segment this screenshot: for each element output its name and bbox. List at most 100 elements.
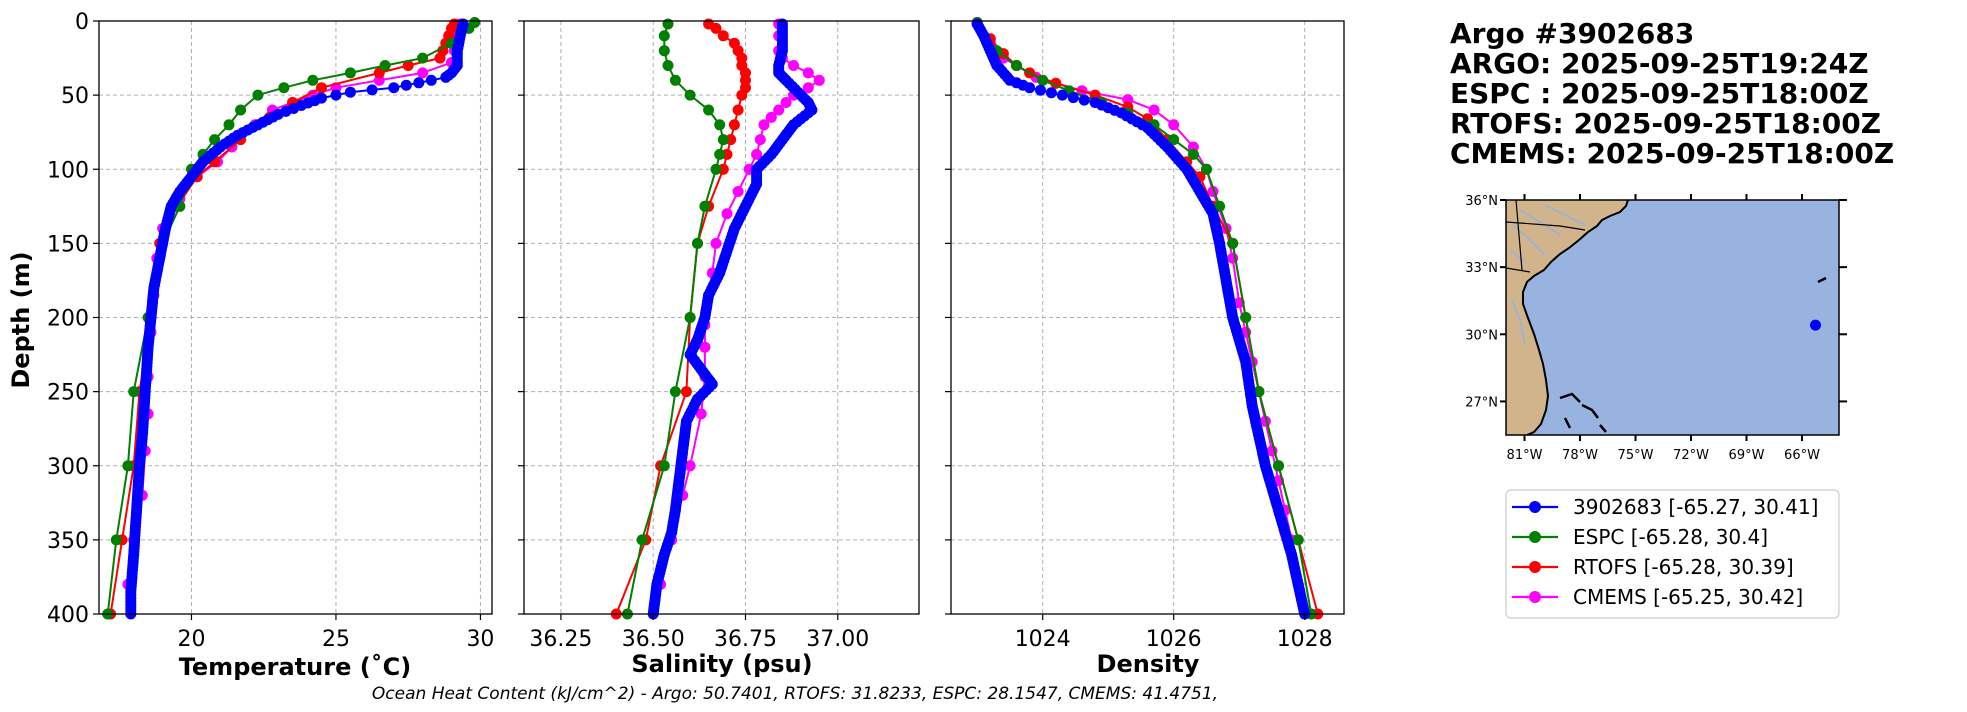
data-point-cmems — [1168, 119, 1180, 131]
data-point-espc — [1168, 134, 1180, 146]
y-tick-label: 200 — [47, 307, 89, 332]
map-islands — [1559, 276, 1827, 433]
data-point-argo — [1045, 87, 1057, 99]
x-tick-label: 1024 — [1015, 627, 1071, 652]
ocean-heat-content-footer: Ocean Heat Content (kJ/cm^2) - Argo: 50.… — [372, 684, 1218, 704]
data-point-rtofs — [402, 60, 414, 71]
data-point-cmems — [684, 460, 696, 472]
density-panel: 1024 1026 1028 — [945, 17, 1345, 652]
map-lat-label: 33°N — [1465, 261, 1498, 276]
data-point-argo — [388, 82, 400, 94]
map-lon-label: 81°W — [1507, 448, 1543, 463]
data-point-espc — [710, 163, 722, 175]
map-lon-label: 66°W — [1784, 448, 1820, 463]
data-point-espc — [278, 82, 290, 94]
salinity-axis-label: Salinity (psu) — [631, 650, 812, 678]
legend-item-argo: 3902683 [-65.27, 30.41] — [1512, 495, 1818, 519]
data-point-cmems — [732, 186, 744, 197]
series-espc — [621, 18, 729, 620]
data-point-espc — [1227, 237, 1239, 249]
map-lat-label: 36°N — [1465, 194, 1498, 209]
data-point-espc — [658, 460, 670, 472]
x-tick-label: 37.00 — [806, 627, 869, 652]
data-point-rtofs — [680, 386, 692, 398]
data-point-argo — [330, 89, 342, 101]
data-point-cmems — [773, 104, 785, 116]
data-point-espc — [636, 534, 648, 546]
legend-marker — [1529, 561, 1541, 573]
argo-time: ARGO: 2025-09-25T19:24Z — [1450, 47, 1869, 80]
data-point-cmems — [802, 82, 814, 94]
map-rivers — [1509, 204, 1586, 346]
legend-label: ESPC [-65.28, 30.4] — [1573, 525, 1768, 549]
data-point-cmems — [788, 60, 799, 71]
data-point-rtofs — [710, 22, 722, 34]
data-point-espc — [669, 74, 681, 86]
legend-label: CMEMS [-65.25, 30.42] — [1573, 585, 1803, 609]
x-tick-label: 36.25 — [529, 627, 592, 652]
map-frame — [1505, 199, 1840, 436]
data-point-espc — [307, 74, 319, 86]
x-tick-label: 25 — [322, 627, 350, 652]
data-point-argo — [1067, 92, 1079, 104]
legend-item-espc: ESPC [-65.28, 30.4] — [1512, 525, 1768, 549]
data-point-espc — [1292, 534, 1304, 546]
data-point-argo — [400, 79, 412, 91]
map-ticks: 81°W 78°W 75°W 72°W 69°W 66°W 36°N 33°N 30°N 27°N — [1465, 194, 1847, 463]
data-point-argo — [1035, 84, 1046, 96]
map-lon-label: 72°W — [1673, 448, 1709, 463]
map-land — [1506, 200, 1628, 435]
legend-item-rtofs: RTOFS [-65.28, 30.39] — [1512, 555, 1794, 579]
data-point-espc — [692, 237, 703, 249]
data-point-espc — [1273, 460, 1284, 472]
data-point-espc — [714, 119, 726, 131]
map-lon-label: 75°W — [1618, 448, 1654, 463]
data-point-espc — [658, 30, 670, 42]
data-point-cmems — [754, 134, 766, 146]
float-location-marker — [1810, 319, 1821, 331]
data-point-rtofs — [732, 104, 744, 116]
y-tick-label: 0 — [75, 10, 89, 35]
y-tick-label: 350 — [47, 529, 89, 554]
series-argo — [125, 18, 469, 620]
x-tick-label: 30 — [466, 627, 494, 652]
legend: 3902683 [-65.27, 30.41] ESPC [-65.28, 30… — [1505, 489, 1840, 619]
series-argo — [647, 18, 818, 620]
data-point-argo — [1024, 82, 1036, 94]
salinity-panel: 36.25 36.50 36.75 37.00 — [518, 18, 920, 652]
data-point-espc — [684, 312, 696, 323]
x-tick-label: 36.50 — [622, 627, 685, 652]
data-point-espc — [703, 104, 715, 116]
location-map: 81°W 78°W 75°W 72°W 69°W 66°W 36°N 33°N 30°N 27°N — [1465, 194, 1847, 463]
map-lon-label: 78°W — [1562, 448, 1598, 463]
data-point-espc — [1214, 200, 1226, 212]
legend-frame — [1505, 489, 1840, 619]
data-point-argo — [1078, 94, 1090, 106]
data-point-espc — [417, 52, 429, 64]
x-tick-label: 20 — [177, 627, 205, 652]
data-point-espc — [714, 148, 726, 160]
data-point-rtofs — [728, 119, 740, 131]
y-tick-label: 50 — [61, 84, 89, 109]
data-point-rtofs — [736, 89, 748, 101]
series-argo — [971, 18, 1311, 620]
x-tick-label: 1026 — [1146, 627, 1202, 652]
data-point-cmems — [699, 341, 711, 353]
data-point-espc — [717, 134, 729, 146]
data-point-cmems — [813, 74, 825, 86]
data-point-espc — [1187, 148, 1199, 160]
data-point-cmems — [751, 148, 763, 160]
data-point-rtofs — [717, 30, 729, 42]
data-point-espc — [662, 18, 674, 30]
data-point-cmems — [417, 67, 429, 79]
y-tick-label: 100 — [47, 158, 89, 183]
title-block: Argo #3902683 ARGO: 2025-09-25T19:24Z ES… — [1450, 17, 1894, 170]
legend-marker — [1529, 501, 1541, 513]
data-point-rtofs — [316, 82, 327, 94]
rtofs-time: RTOFS: 2025-09-25T18:00Z — [1450, 107, 1881, 140]
legend-marker — [1529, 591, 1541, 603]
data-point-espc — [669, 386, 681, 398]
x-tick-label: 1028 — [1277, 627, 1333, 652]
y-tick-label: 300 — [47, 455, 89, 480]
